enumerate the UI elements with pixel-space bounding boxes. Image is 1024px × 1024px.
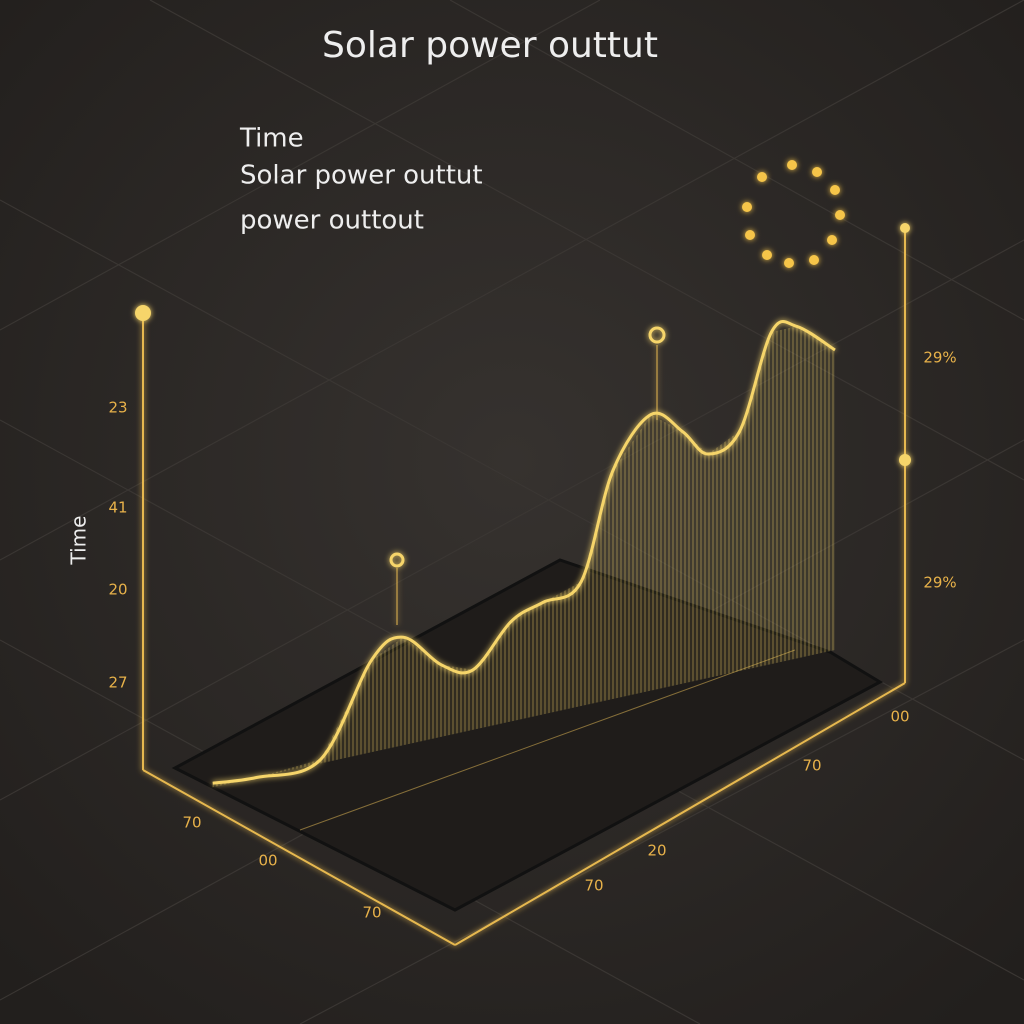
y-axis-title: Time: [67, 516, 91, 566]
floor-line: [299, 649, 796, 831]
axis-dots: [135, 223, 911, 568]
y-tick-label: 23: [108, 399, 127, 417]
line: [212, 320, 836, 785]
legend-text: power outtout: [240, 206, 424, 236]
x-tick-label: 20: [647, 842, 666, 860]
sun-icon: [742, 160, 845, 268]
legend-text: Solar power outtut: [240, 161, 483, 191]
legend-text: Time: [239, 124, 304, 154]
x-tick-label: 00: [258, 852, 277, 870]
y-tick-label: 20: [108, 581, 127, 599]
chart-title: Solar power outtut: [322, 25, 658, 66]
y-tick-label: 27: [108, 674, 127, 692]
y-tick-label: 41: [108, 499, 127, 517]
area: [212, 326, 835, 788]
x-tick-label: 70: [362, 904, 381, 922]
x-tick-label: 70: [802, 757, 821, 775]
x-tick-label: 00: [890, 708, 909, 726]
x-tick-label: 70: [182, 814, 201, 832]
y2-tick-label: 29%: [923, 349, 956, 367]
y2-tick-label: 29%: [923, 574, 956, 592]
x-tick-label: 70: [584, 877, 603, 895]
